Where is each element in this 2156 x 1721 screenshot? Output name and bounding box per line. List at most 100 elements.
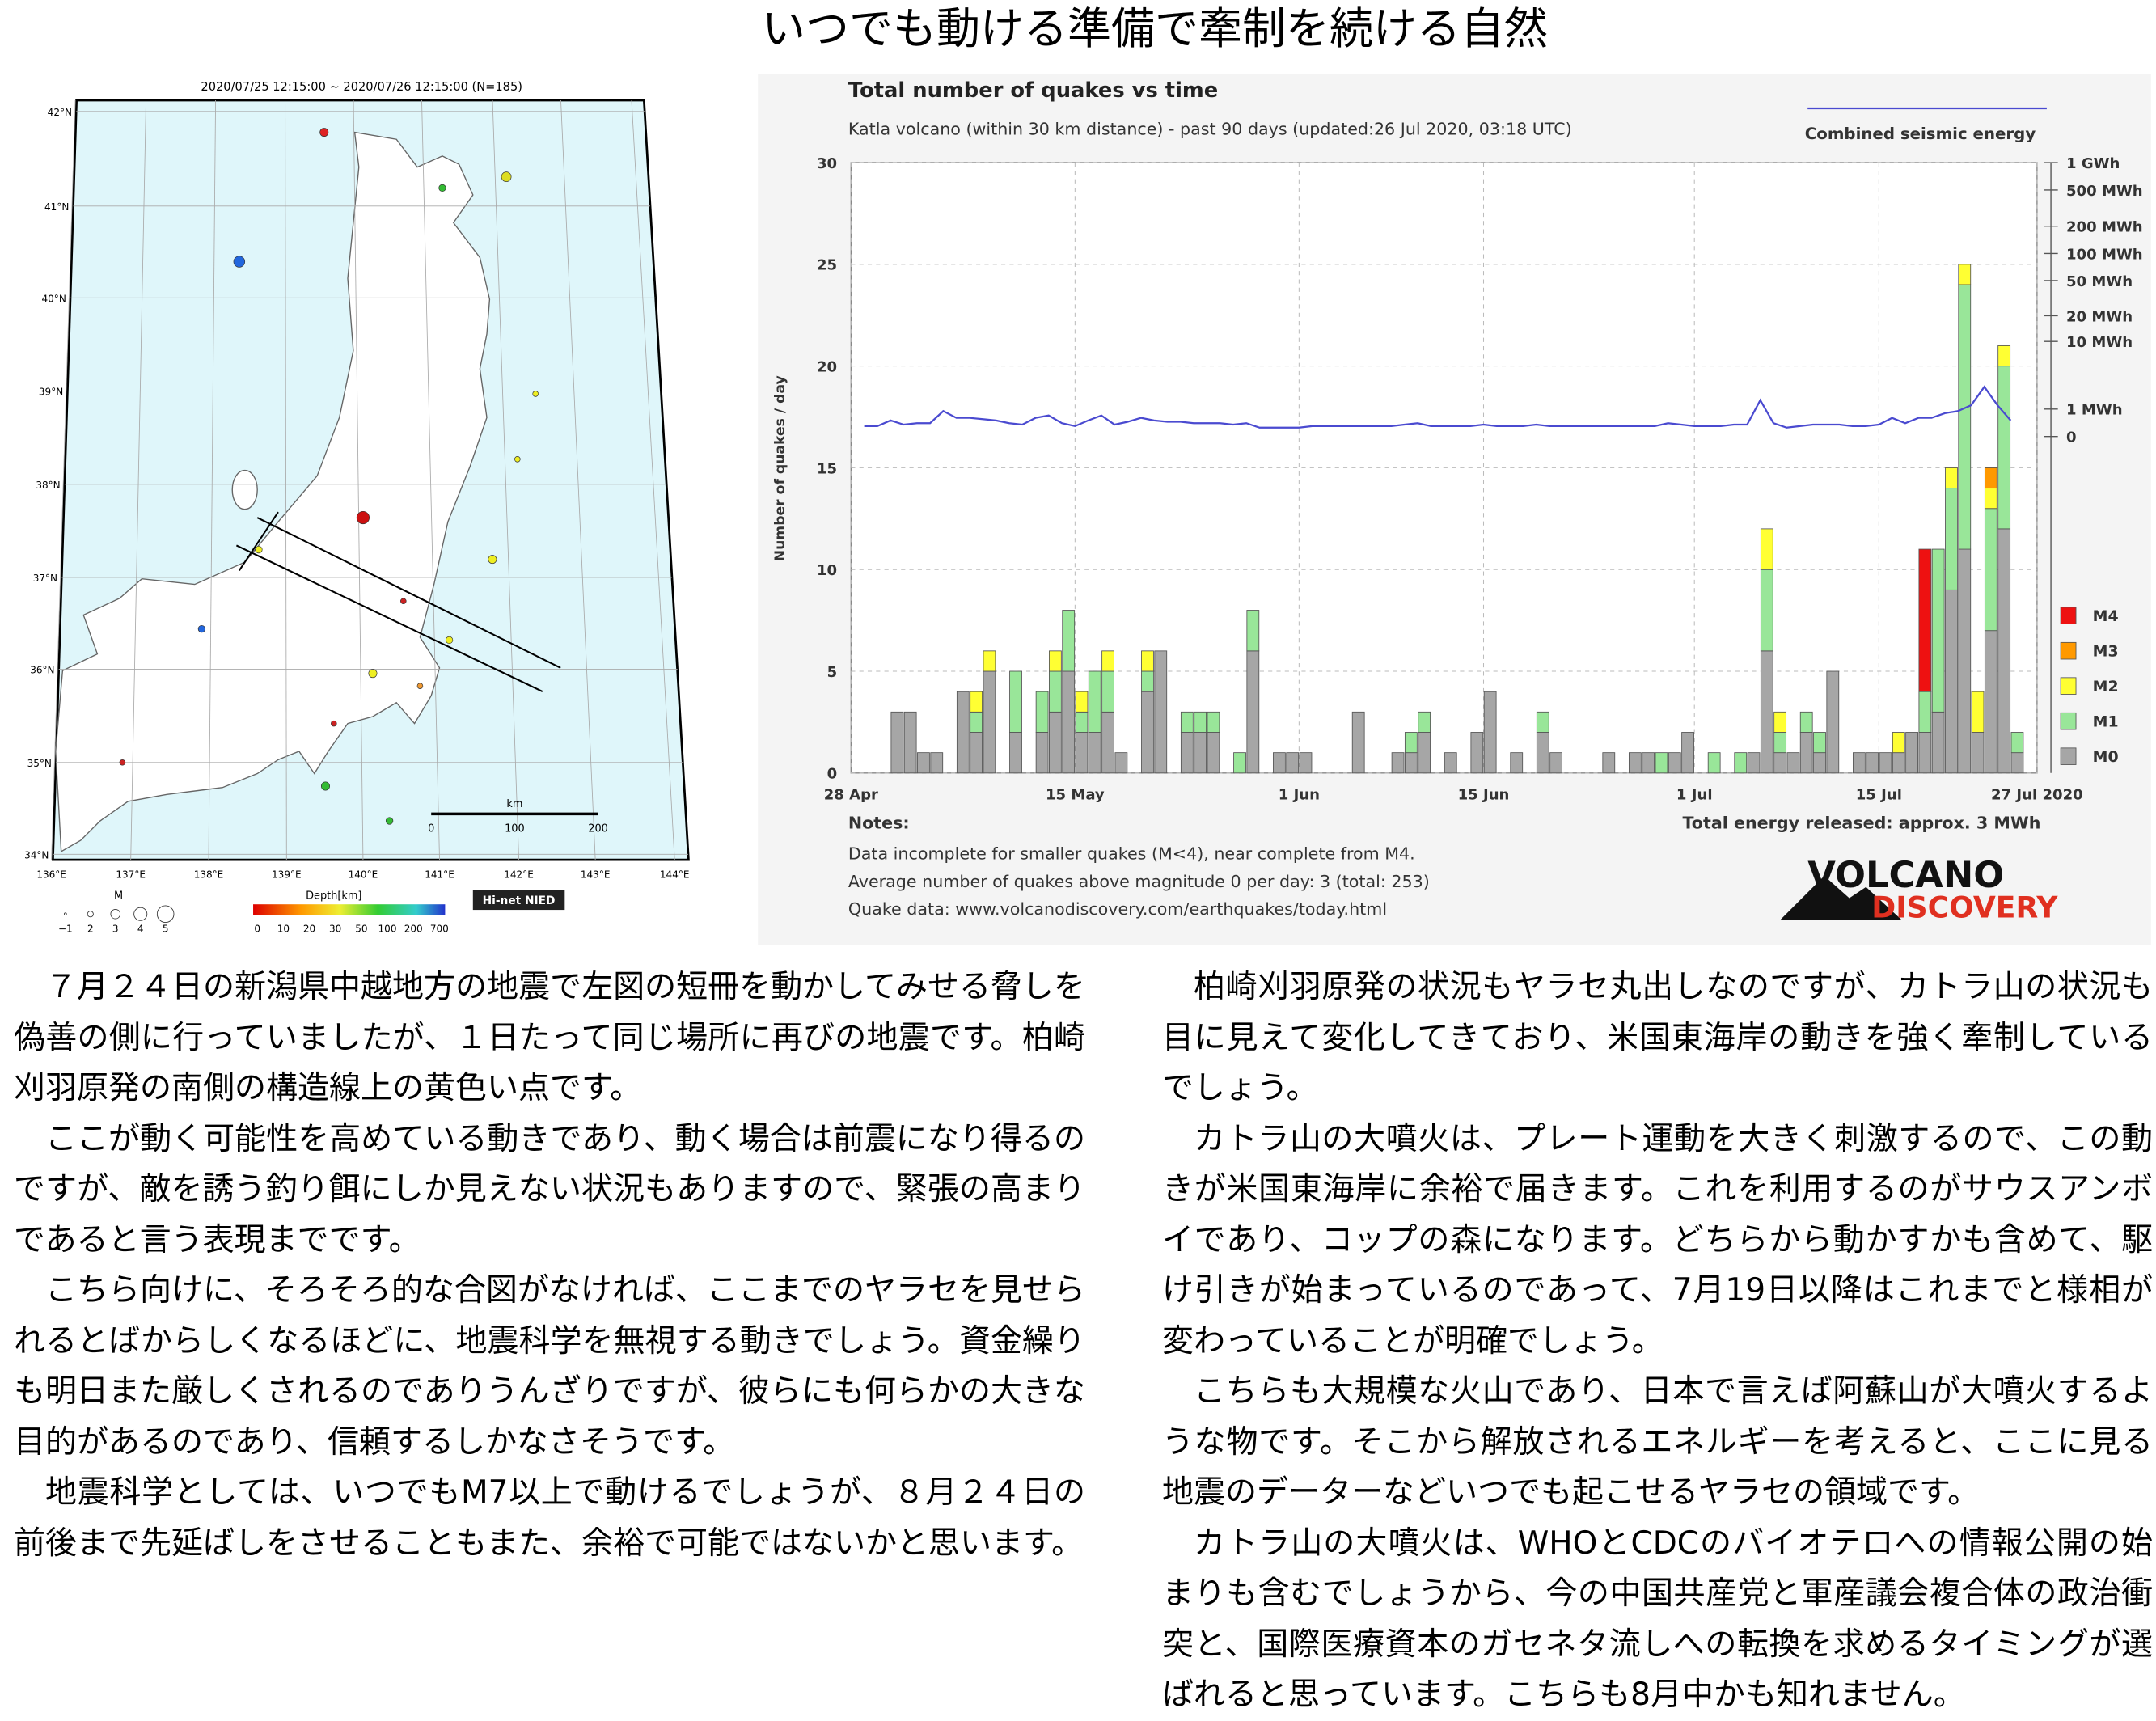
- bar-segment: [1418, 711, 1431, 733]
- bar-segment: [1958, 284, 1972, 550]
- logo-mountain: [1779, 876, 1903, 921]
- bar-segment: [1009, 670, 1022, 733]
- meridian: [421, 100, 440, 860]
- depth-label: 200: [404, 924, 423, 935]
- scale-unit: km: [506, 798, 522, 810]
- scale-label: 0: [428, 823, 434, 835]
- bar-segment: [2010, 752, 2024, 774]
- paragraph: カトラ山の大噴火は、プレート運動を大きく刺激するので、この動きが米国東海岸に余裕…: [1162, 1120, 2153, 1359]
- chart-title: Total number of quakes vs time: [848, 78, 1218, 103]
- bar-segment: [903, 711, 917, 774]
- lon-label: 136°E: [36, 869, 66, 881]
- bar-segment: [890, 711, 904, 774]
- quake-chart: Total number of quakes vs time Katla vol…: [758, 74, 2151, 945]
- logo-bottom: DISCOVERY: [1871, 890, 2058, 925]
- legend-label: M0: [2093, 748, 2119, 766]
- bar-segment: [1813, 732, 1826, 754]
- lat-label: 41°N: [44, 201, 69, 213]
- depth-label: 50: [355, 924, 367, 935]
- x-tick-label: 1 Jul: [1676, 786, 1713, 803]
- bar-segment: [1905, 732, 1918, 774]
- legend-swatch: [2060, 607, 2077, 624]
- paragraph: 柏崎刈羽原発の状況もヤラセ丸出しなのですが、カトラ山の状況も目に見えて変化してき…: [1162, 969, 2153, 1106]
- y-tick-label: 25: [817, 257, 837, 274]
- quake-dot: [400, 598, 407, 605]
- x-tick-label: 28 Apr: [824, 786, 878, 803]
- bar-segment: [930, 752, 944, 774]
- lat-label: 36°N: [30, 665, 54, 676]
- depth-colorbar: [253, 904, 446, 915]
- lon-label: 142°E: [504, 869, 534, 881]
- bar-segment: [970, 691, 983, 713]
- bar-segment: [1351, 711, 1365, 774]
- bar-segment: [1642, 752, 1655, 774]
- bar-segment: [1207, 732, 1220, 774]
- bar-segment: [1918, 548, 1932, 692]
- bar-segment: [1668, 752, 1681, 774]
- y2-tick-label: 1 MWh: [2066, 402, 2123, 419]
- x-tick-label: 27 Jul 2020: [1991, 786, 2083, 803]
- bar-segment: [1892, 732, 1905, 754]
- fault-line: [238, 511, 279, 571]
- y2-tick-label: 500 MWh: [2066, 183, 2143, 200]
- bar-segment: [1958, 548, 1972, 774]
- energy-line: [864, 385, 2012, 429]
- lon-label: 141°E: [425, 869, 454, 881]
- lat-label: 42°N: [48, 107, 72, 118]
- bar-segment: [1997, 366, 2011, 530]
- bar-segment: [1088, 670, 1101, 733]
- bar-segment: [1997, 528, 2011, 774]
- size-symbol: [110, 908, 121, 920]
- quake-dot: [514, 456, 521, 463]
- quake-dots: [119, 128, 539, 825]
- size-symbol: [156, 905, 175, 923]
- bar-segment: [1984, 488, 1997, 510]
- quake-dot: [320, 781, 330, 791]
- bar-segment: [1760, 569, 1773, 652]
- scale-label: 100: [505, 823, 525, 835]
- bar-segment: [1035, 732, 1049, 774]
- map-header: 2020/07/25 12:15:00 ~ 2020/07/26 12:15:0…: [201, 80, 522, 94]
- bar-segment: [1483, 691, 1497, 774]
- bar-segment: [1207, 711, 1220, 733]
- notes-title: Notes:: [848, 814, 910, 833]
- bar-segment: [1180, 711, 1194, 733]
- lat-label: 39°N: [39, 387, 63, 398]
- bar-segment: [1945, 488, 1958, 590]
- y2-tick-label: 100 MWh: [2066, 246, 2143, 263]
- bar-segment: [1470, 732, 1484, 774]
- x-tick-label: 15 Jul: [1856, 786, 1902, 803]
- y-tick-label: 15: [817, 460, 837, 477]
- bar-segment: [1418, 732, 1431, 774]
- x-tick-label: 1 Jun: [1279, 786, 1320, 803]
- bar-segment: [1997, 345, 2011, 367]
- paragraph: こちらも大規模な火山であり、日本で言えば阿蘇山が大噴火するような物です。そこから…: [1162, 1373, 2153, 1511]
- bar-segment: [1799, 732, 1813, 774]
- depth-label: 700: [430, 924, 449, 935]
- lon-label: 143°E: [581, 869, 611, 881]
- earthquake-map: 2020/07/25 12:15:00 ~ 2020/07/26 12:15:0…: [0, 70, 695, 946]
- lat-label: 37°N: [33, 573, 57, 584]
- quake-dot: [501, 171, 512, 183]
- y-tick-label: 20: [817, 359, 837, 376]
- legend-swatch: [2060, 712, 2077, 730]
- bar-segment: [1984, 467, 1997, 489]
- bar-segment: [1391, 752, 1405, 774]
- bar-segment: [1799, 711, 1813, 733]
- bar-segment: [917, 752, 930, 774]
- left-column: ７月２４日の新潟県中越地方の地震で左図の短冊を動かしてみせる脅しを偽善の側に行っ…: [14, 962, 1085, 1569]
- legend-swatch: [2060, 677, 2077, 695]
- quake-dot: [197, 624, 206, 633]
- meridian: [208, 100, 217, 860]
- bar-segment: [1444, 752, 1457, 774]
- x-tick-label: 15 Jun: [1458, 786, 1510, 803]
- paragraph: ７月２４日の新潟県中越地方の地震で左図の短冊を動かしてみせる脅しを偽善の側に行っ…: [14, 969, 1085, 1106]
- bar-segment: [1971, 691, 1985, 733]
- bar-segment: [1194, 711, 1207, 733]
- scale-label: 200: [588, 823, 608, 835]
- depth-label: 30: [329, 924, 341, 935]
- size-label: 3: [112, 924, 119, 935]
- quake-dot: [532, 391, 539, 397]
- bar-segment: [1971, 732, 1985, 774]
- bar-segment: [1931, 548, 1945, 713]
